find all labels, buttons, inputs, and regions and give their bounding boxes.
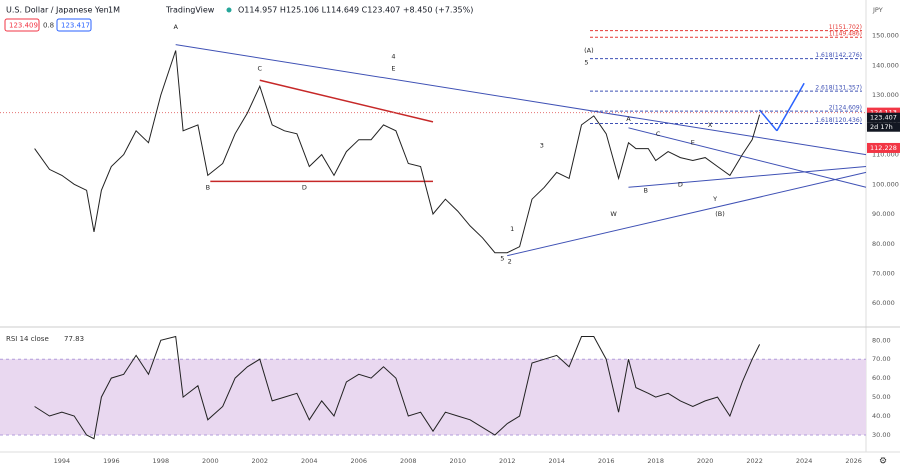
rsi-tick-label: 60.00: [872, 374, 891, 382]
x-tick-label: 2008: [400, 457, 417, 465]
price-tag-label: 123.407: [870, 114, 897, 122]
x-tick-label: 2014: [548, 457, 565, 465]
countdown-box: [867, 122, 900, 132]
bid-box[interactable]: [4, 18, 40, 32]
rsi-tick-label: 40.00: [872, 412, 891, 420]
ask: 123.417: [61, 22, 90, 30]
fib-label: 1.618(142.276): [815, 52, 862, 59]
rsi-tick-label: 30.00: [872, 431, 891, 439]
x-tick-label: 2024: [796, 457, 813, 465]
x-tick-label: 2002: [252, 457, 269, 465]
y-tick-label: 130.000: [872, 91, 899, 99]
wave-label: 3: [540, 142, 544, 150]
wave-label: W: [610, 210, 617, 218]
y-tick-label: 110.000: [872, 151, 899, 159]
wave-label: 5: [500, 255, 504, 263]
x-tick-label: 2010: [449, 457, 466, 465]
wave-label: (A): [584, 47, 594, 55]
fib-label: 2.618(131.357): [815, 85, 862, 92]
trend-line: [628, 127, 867, 188]
x-tick-label: 2012: [499, 457, 516, 465]
bid: 123.409: [9, 22, 38, 30]
y-tick-label: 100.000: [872, 180, 899, 188]
wave-label: 4: [391, 52, 395, 60]
x-tick-label: 1996: [103, 457, 120, 465]
wave-label: Y: [712, 195, 717, 203]
price-tag: [867, 107, 900, 118]
wave-label: C: [258, 64, 263, 72]
rsi-tick-label: 80.00: [872, 336, 891, 344]
wave-label: B: [644, 186, 648, 194]
series-line: [34, 335, 761, 440]
settings-icon[interactable]: ⚙: [879, 457, 887, 467]
x-tick-label: 2006: [350, 457, 367, 465]
countdown: 2d 17h: [870, 123, 893, 131]
y-tick-label: 90.000: [872, 210, 895, 218]
price-tag: [867, 112, 900, 123]
x-tick-label: 2000: [202, 457, 219, 465]
trend-line: [259, 79, 434, 123]
wave-label: D: [302, 183, 307, 191]
fib-label: 1.618(120.436): [815, 117, 862, 124]
x-tick-label: 2016: [598, 457, 615, 465]
wave-label: 2: [508, 258, 512, 266]
trend-line: [628, 165, 867, 188]
x-tick-label: 2018: [647, 457, 664, 465]
trend-line: [507, 171, 867, 257]
wave-label: X: [708, 121, 713, 129]
trend-line: [175, 44, 867, 156]
y-tick-label: 150.000: [872, 32, 899, 40]
y-tick-label: 140.000: [872, 61, 899, 69]
wave-label: E: [391, 64, 395, 72]
y-tick-label: 60.000: [872, 299, 895, 307]
interval: 1M: [108, 6, 120, 15]
trend-line: [776, 82, 805, 132]
y-tick-label: 70.000: [872, 269, 895, 277]
wave-label: D: [678, 180, 683, 188]
currency: JPY: [872, 6, 883, 14]
wave-label: E: [691, 139, 695, 147]
price-tag: [867, 142, 900, 153]
x-tick-label: 2020: [697, 457, 714, 465]
wave-label: A: [626, 115, 631, 123]
wave-label: (B): [715, 210, 725, 218]
x-tick-label: 1998: [153, 457, 170, 465]
rsi-title: RSI 14 close: [6, 335, 49, 343]
ohlc: O114.957 H125.106 L114.649 C123.407 +8.4…: [238, 6, 473, 15]
rsi-tick-label: 70.00: [872, 355, 891, 363]
fib-label: 1(149.486): [829, 31, 862, 38]
source: TradingView: [165, 6, 215, 15]
wave-label: 1: [510, 225, 514, 233]
ask-box[interactable]: [56, 18, 92, 32]
spread: 0.8: [43, 22, 54, 30]
fib-label: 2(124.609): [829, 105, 862, 112]
x-tick-label: 2022: [746, 457, 763, 465]
status-dot: [226, 7, 232, 13]
wave-label: A: [173, 23, 178, 31]
x-tick-label: 2026: [845, 457, 862, 465]
price-tag-label: 124.113: [870, 109, 897, 117]
wave-label: B: [206, 183, 210, 191]
rsi-last: 77.83: [64, 335, 84, 343]
fib-label: 1(151.702): [829, 24, 862, 31]
y-tick-label: 80.000: [872, 240, 895, 248]
symbol: U.S. Dollar / Japanese Yen: [6, 6, 109, 15]
wave-label: C: [656, 130, 661, 138]
price-tag-label: 112.228: [870, 144, 897, 152]
series-line: [34, 50, 761, 254]
wave-label: 5: [584, 58, 588, 66]
x-tick-label: 2004: [301, 457, 318, 465]
rsi-tick-label: 50.00: [872, 393, 891, 401]
x-tick-label: 1994: [54, 457, 71, 465]
rsi-band: [0, 359, 866, 435]
trend-line: [759, 109, 778, 132]
